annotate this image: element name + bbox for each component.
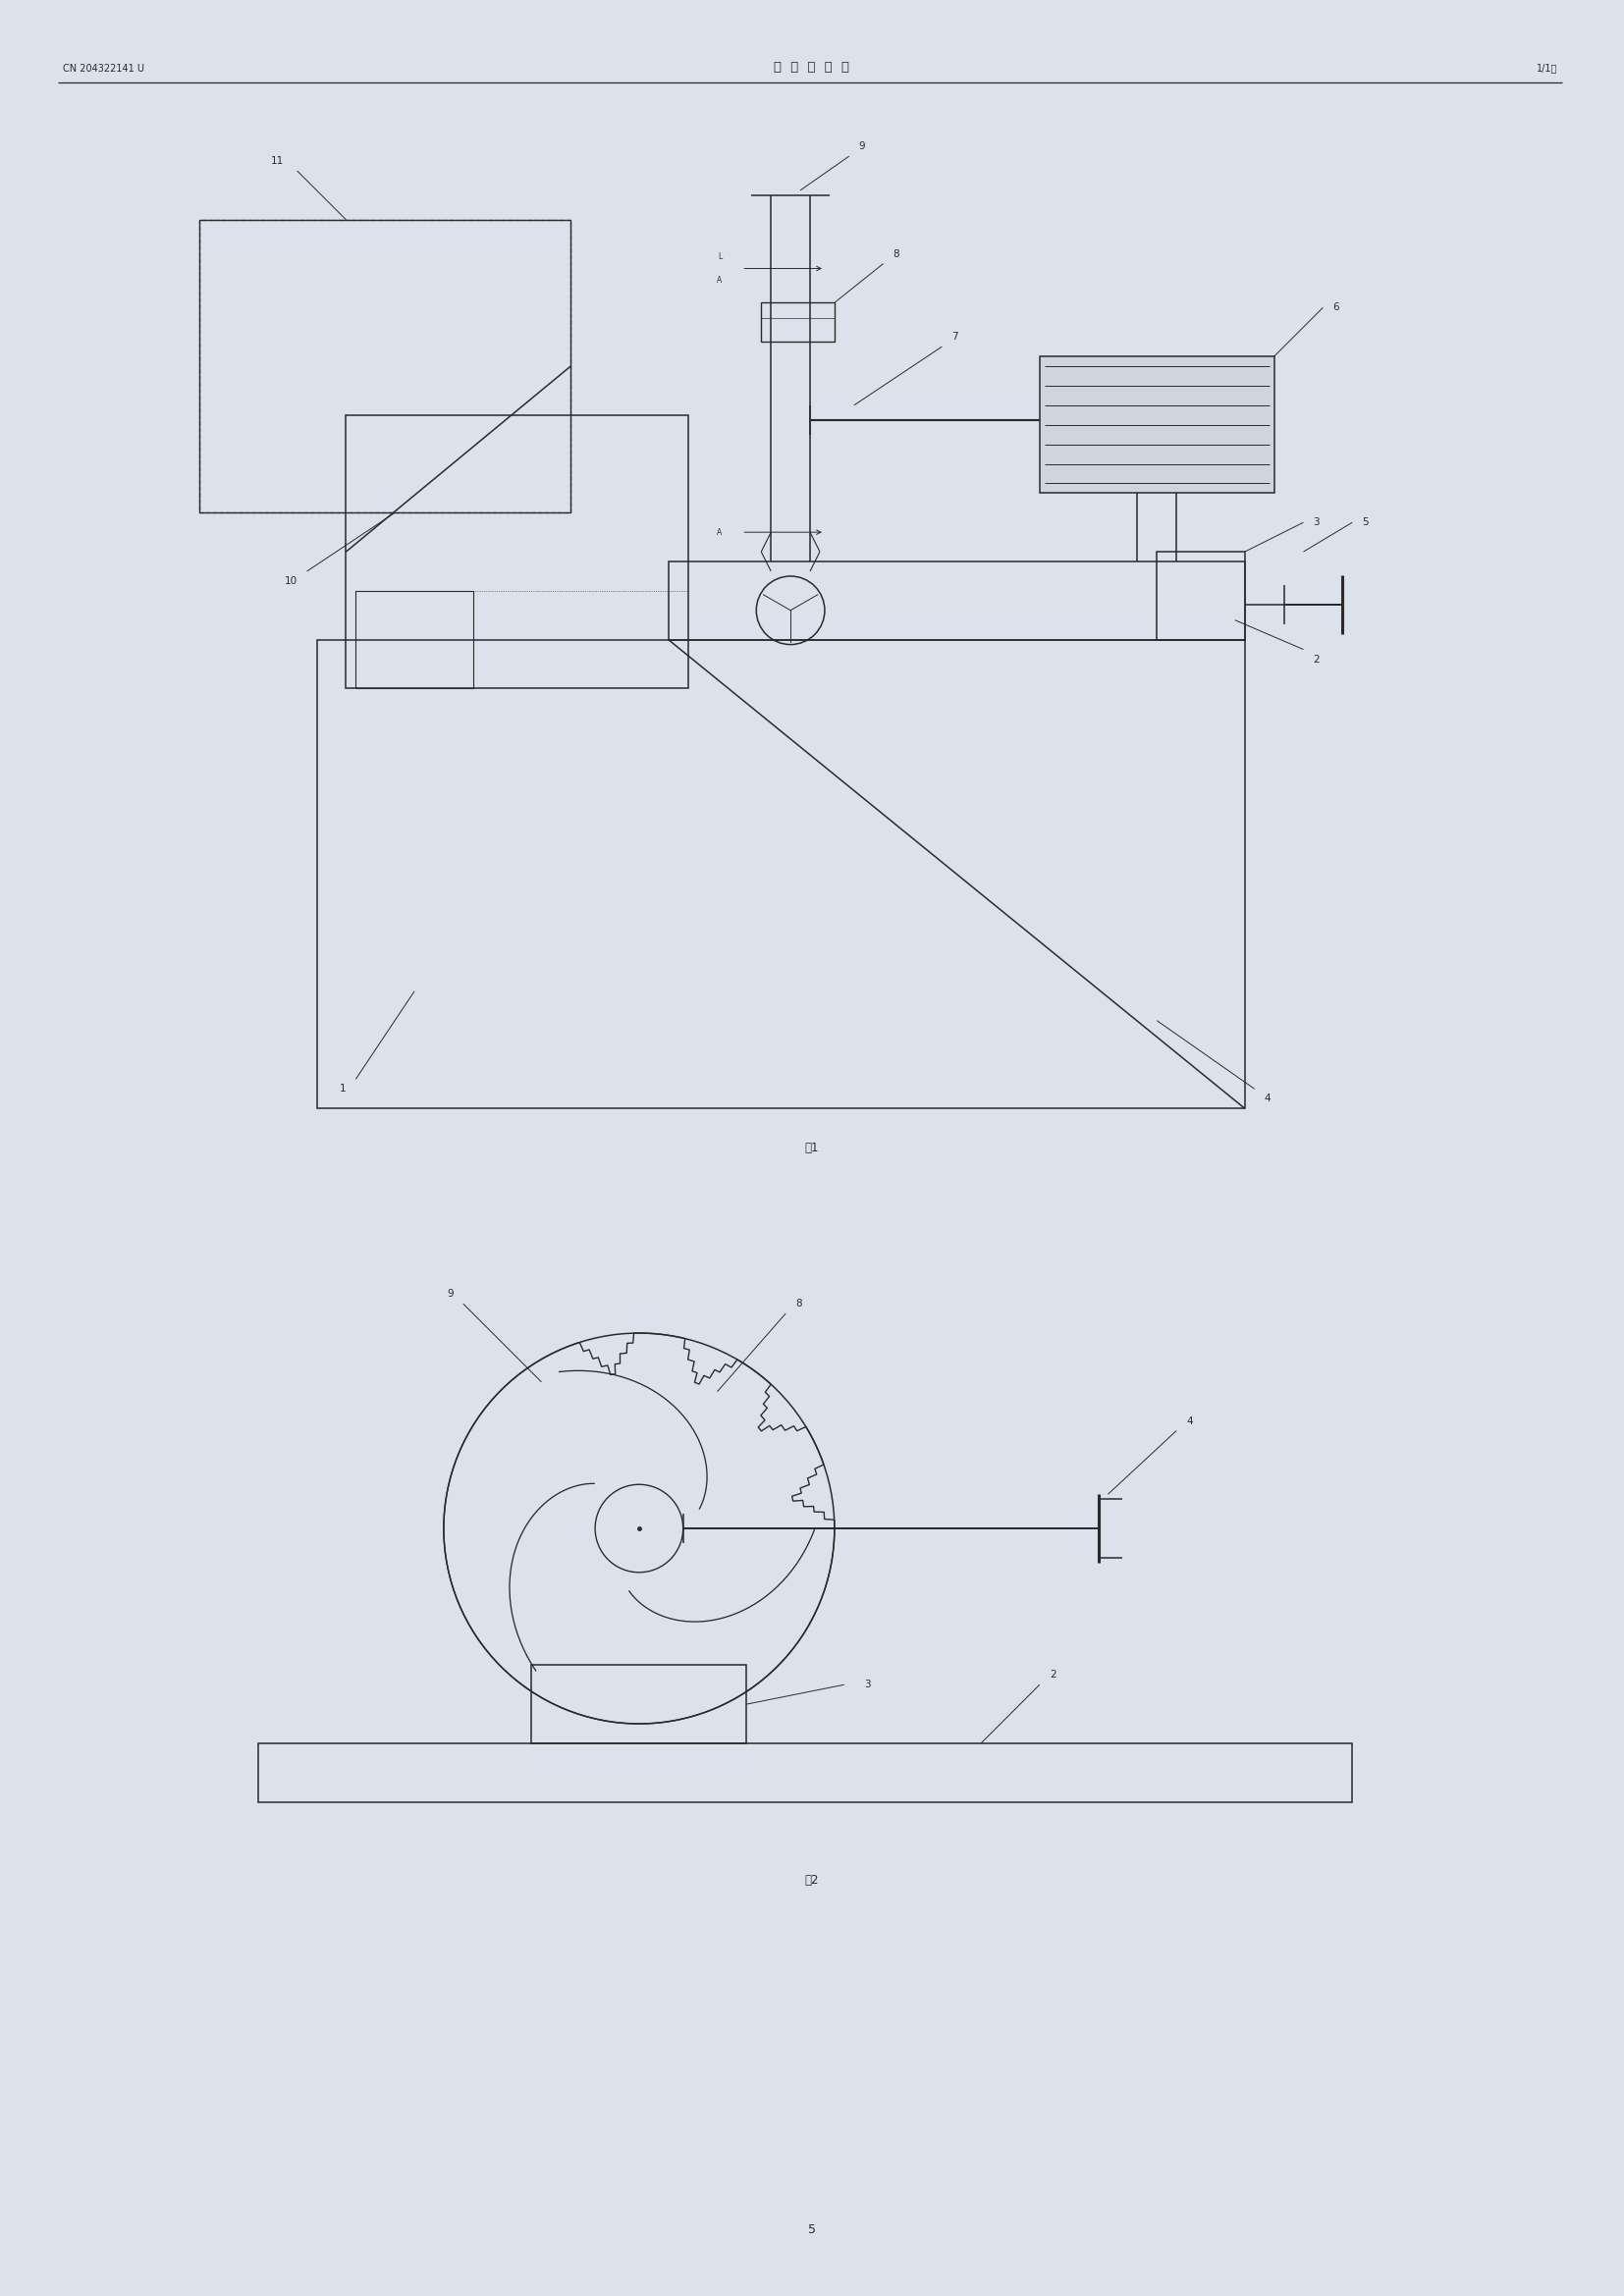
Text: 9: 9 [859, 142, 866, 152]
Text: 3: 3 [864, 1681, 870, 1690]
Text: 10: 10 [284, 576, 297, 585]
Text: 说  明  书  附  图: 说 明 书 附 图 [775, 60, 849, 73]
Text: L: L [718, 253, 723, 262]
Bar [1039, 356, 1275, 494]
Bar [346, 416, 689, 689]
Text: 2: 2 [1314, 654, 1320, 664]
Text: 4: 4 [1265, 1093, 1272, 1104]
Bar [200, 220, 570, 512]
Bar [669, 563, 1244, 641]
Bar [531, 1665, 747, 1743]
Text: 4: 4 [1186, 1417, 1192, 1426]
Text: 7: 7 [952, 333, 958, 342]
Bar [200, 220, 570, 512]
Text: 6: 6 [1333, 303, 1340, 312]
Bar [317, 641, 1244, 1109]
Text: 2: 2 [1049, 1669, 1056, 1681]
Bar [356, 590, 473, 689]
Text: 1/1页: 1/1页 [1536, 64, 1557, 73]
Bar [258, 1743, 1353, 1802]
Text: 3: 3 [1314, 517, 1320, 528]
Text: 1: 1 [339, 1084, 346, 1093]
Text: CN 204322141 U: CN 204322141 U [63, 64, 145, 73]
Text: 图1: 图1 [806, 1141, 818, 1155]
Text: 9: 9 [447, 1288, 453, 1300]
Text: 8: 8 [796, 1300, 802, 1309]
Text: A: A [716, 528, 723, 537]
Text: 11: 11 [271, 156, 284, 165]
Bar [200, 220, 570, 512]
Text: 图2: 图2 [806, 1874, 818, 1887]
Text: 5: 5 [809, 2225, 815, 2236]
Text: 8: 8 [893, 248, 900, 259]
Text: 5: 5 [1363, 517, 1369, 528]
Bar [1156, 551, 1244, 641]
Bar [762, 303, 835, 342]
Text: A: A [716, 276, 723, 285]
